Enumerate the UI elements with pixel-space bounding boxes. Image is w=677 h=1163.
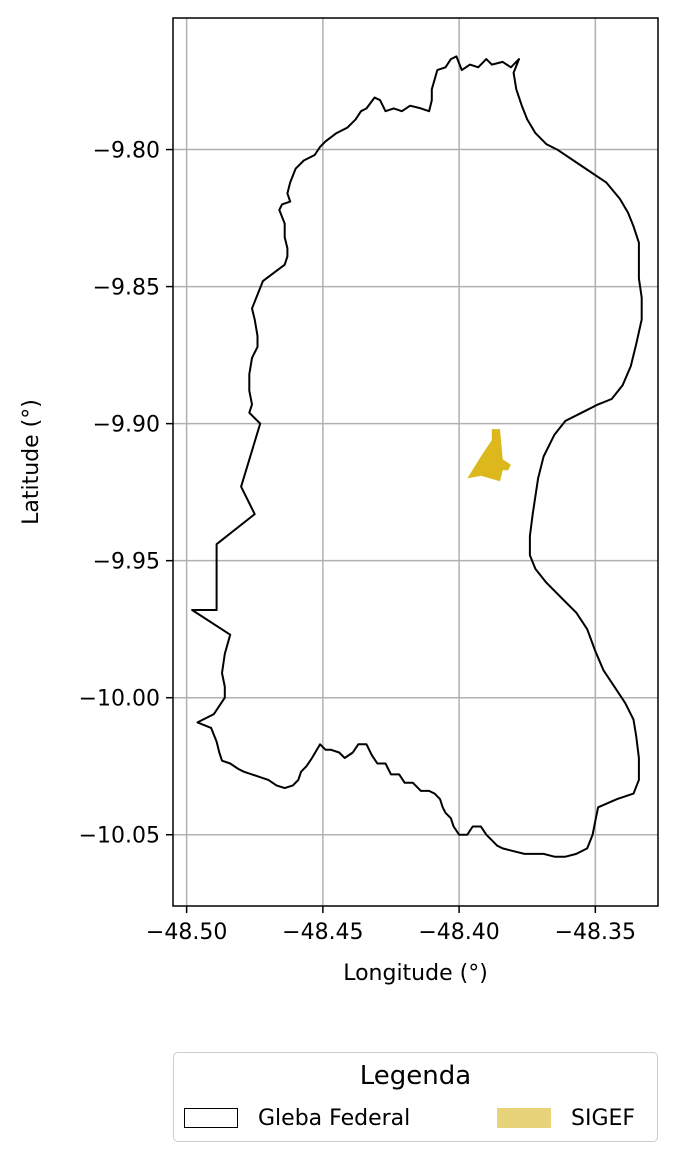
x-tick-label: −48.40 <box>418 920 499 945</box>
map-layers <box>192 56 642 856</box>
legend-label-gleba-federal: Gleba Federal <box>258 1106 410 1131</box>
y-tick-label: −9.90 <box>93 413 160 438</box>
x-tick-label: −48.35 <box>555 920 636 945</box>
legend-item-sigef: SIGEF <box>497 1103 635 1133</box>
legend-title: Legenda <box>174 1061 657 1091</box>
gleba-federal-boundary <box>192 56 642 856</box>
map-figure: −48.50 −48.45 −48.40 −48.35 −9.80 −9.85 −9.90 −… <box>0 0 677 1040</box>
y-tick-label: −10.00 <box>79 687 160 712</box>
legend: Legenda Gleba Federal SIGEF <box>173 1052 658 1142</box>
x-axis-title: Longitude (°) <box>343 961 488 986</box>
x-tick-label: −48.50 <box>146 920 227 945</box>
y-tick-label: −9.95 <box>93 550 160 575</box>
y-tick-label: −10.05 <box>79 824 160 849</box>
legend-swatch-outline <box>184 1108 238 1128</box>
legend-label-sigef: SIGEF <box>571 1106 635 1131</box>
y-tick-label: −9.85 <box>93 276 160 301</box>
y-axis-title: Latitude (°) <box>19 399 44 525</box>
y-tick-label: −9.80 <box>93 139 160 164</box>
axis-ticks: −48.50 −48.45 −48.40 −48.35 −9.80 −9.85 −9.90 −… <box>79 139 636 945</box>
sigef-parcel <box>467 429 511 481</box>
legend-item-gleba-federal: Gleba Federal <box>184 1103 410 1133</box>
legend-swatch-fill <box>497 1108 551 1128</box>
x-tick-label: −48.45 <box>282 920 363 945</box>
